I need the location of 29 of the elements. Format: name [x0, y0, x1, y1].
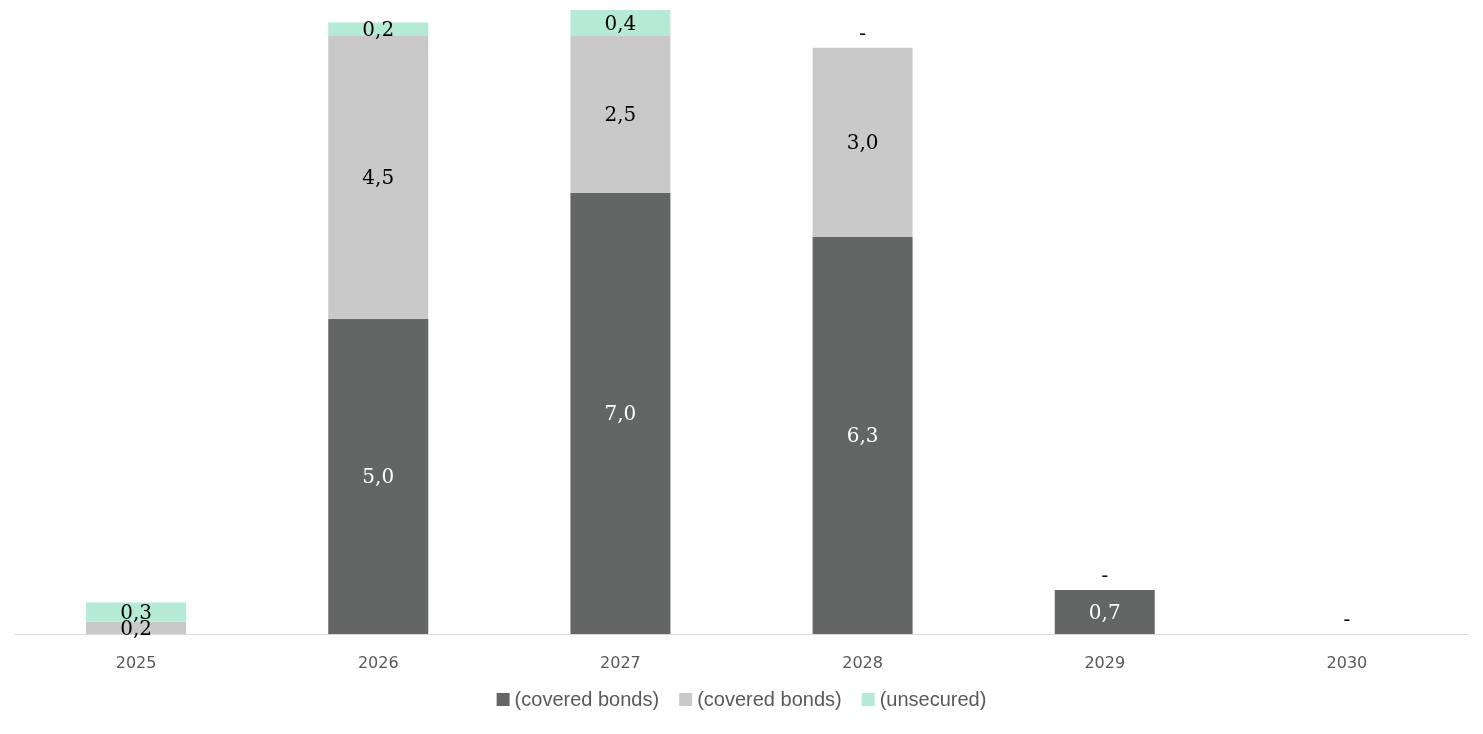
bar: [570, 35, 671, 193]
data-label: 6,3: [846, 423, 879, 448]
x-tick-label: 2025: [115, 652, 157, 672]
x-tick-label: 2028: [842, 652, 883, 672]
data-label: 5,0: [362, 464, 395, 489]
legend-label: (covered bonds): [697, 688, 842, 710]
x-tick-label: 2027: [600, 652, 641, 672]
bar: [1054, 589, 1155, 634]
bar: [86, 602, 187, 622]
legend-label: (unsecured): [879, 688, 987, 710]
bar: [570, 192, 671, 634]
data-label: 0,2: [362, 16, 395, 41]
bar: [570, 10, 671, 36]
x-tick-label: 2030: [1326, 652, 1368, 672]
data-label: 0,4: [604, 10, 637, 35]
bar: [328, 318, 429, 634]
data-label: 0,7: [1088, 599, 1121, 624]
data-label: 4,5: [362, 165, 395, 190]
bar: [812, 47, 913, 237]
data-label: -: [1101, 562, 1109, 587]
x-tick-label: 2029: [1084, 652, 1126, 672]
data-label: 7,0: [604, 401, 637, 426]
data-label: 2,5: [604, 102, 637, 126]
data-label: 3,0: [846, 130, 879, 155]
data-label: -: [859, 20, 866, 45]
data-label: -: [1343, 607, 1351, 631]
legend-label: (covered bonds): [514, 688, 660, 710]
bar: [812, 236, 913, 634]
x-tick-label: 2026: [357, 652, 399, 672]
